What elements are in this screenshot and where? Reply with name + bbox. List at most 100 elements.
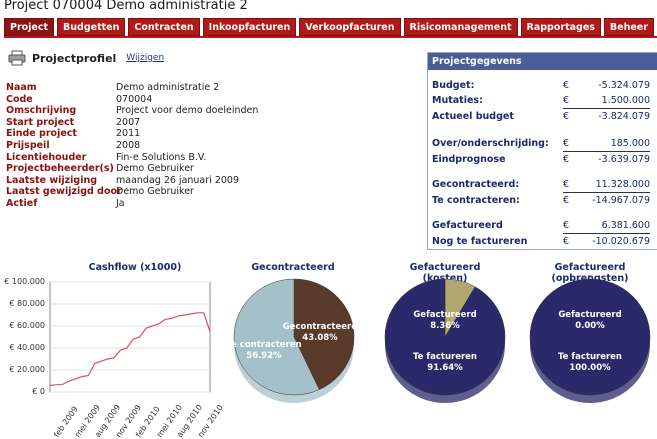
tab-rapportages[interactable]: Rapportages: [520, 18, 601, 36]
row-label: Actueel budget: [432, 111, 514, 122]
currency-sign: €: [563, 179, 570, 190]
pie-value-label: 91.64%: [427, 363, 463, 373]
field-row: Laatste wijziging maandag 26 januari 2009: [6, 175, 258, 187]
field-value: Demo administratie 2: [116, 82, 220, 93]
currency-sign: €: [563, 80, 570, 91]
field-row: Omschrijving Project voor demo doeleinden: [6, 105, 258, 117]
row-label: Te contracteren:: [432, 195, 520, 206]
profile-fields: Naam Demo administratie 2 Code 070004 Omsc…: [6, 82, 258, 210]
y-tick-label: € 100.000: [4, 277, 45, 286]
cashflow-chart-title: Cashflow (x1000): [88, 262, 182, 273]
pie-label: Gecontracteerd: [283, 322, 358, 332]
cashflow-series-line: [49, 312, 211, 386]
y-tick-label: € 0: [32, 387, 45, 396]
tab-project[interactable]: Project: [4, 18, 55, 36]
field-value: Ja: [116, 197, 125, 209]
budget-row: Budget: € -5.324.079: [432, 79, 654, 92]
profile-title: Projectprofiel: [32, 51, 117, 65]
pie-slice-te-contracteren: [233, 278, 320, 396]
tab-budgetten[interactable]: Budgetten: [57, 18, 126, 36]
tab-risicomanagement[interactable]: Risicomanagement: [403, 18, 518, 36]
field-row: Code 070004: [6, 94, 258, 106]
row-label: Gefactureerd: [432, 220, 503, 231]
y-tick-label: € 40.000: [9, 343, 45, 352]
row-value: -3.824.079: [598, 111, 650, 122]
pie-gecontracteerd-title: Gecontracteerd: [251, 262, 335, 273]
field-row: Laatst gewijzigd door Demo Gebruiker: [6, 186, 258, 198]
projectgegevens-panel: Projectgegevens Budget: € -5.324.079 Mutat…: [427, 52, 657, 250]
field-label: Omschrijving: [6, 105, 77, 117]
currency-sign: €: [563, 111, 570, 122]
pie-value-label: 0.00%: [575, 321, 605, 331]
panel-title: Projectgegevens: [428, 53, 657, 70]
page-title: Project 070004 Demo administratie 2: [4, 0, 248, 13]
currency-sign: €: [563, 236, 570, 247]
field-value: Project voor demo doeleinden: [116, 105, 259, 117]
gecontracteerd-row: Gecontracteerd: €11.328.000: [432, 178, 654, 191]
field-label: Laatste wijziging: [6, 174, 98, 186]
pie-value-label: 100.00%: [569, 363, 611, 373]
currency-sign: €: [563, 220, 570, 231]
currency-sign: €: [563, 195, 570, 206]
field-label: Actief: [6, 197, 38, 209]
plot-area: [49, 281, 211, 393]
pie-slice-te-factureren: [384, 278, 506, 396]
tab-inkoopfacturen[interactable]: Inkoopfacturen: [202, 18, 297, 36]
sum-rule: [563, 151, 650, 152]
tab-contracten[interactable]: Contracten: [128, 18, 200, 36]
tab-verkoopfacturen[interactable]: Verkoopfacturen: [299, 18, 401, 36]
field-label: Naam: [6, 82, 37, 93]
field-row: Prijspeil 2008: [6, 140, 258, 152]
field-value: maandag 26 januari 2009: [116, 174, 239, 186]
pie-kosten-title: Gefactureerd (kosten): [380, 262, 510, 284]
field-label: Code: [6, 93, 33, 105]
main-tabs: Project Budgetten Contracten Inkoopfactu…: [4, 18, 654, 36]
row-value: 6.381.600: [601, 220, 650, 231]
pie-value-label: 56.92%: [246, 351, 282, 361]
row-label: Over/onderschrijding:: [432, 138, 549, 149]
gefactureerd-row: Gefactureerd €6.381.600: [432, 219, 654, 232]
field-row: Projectbeheerder(s) Demo Gebruiker: [6, 163, 258, 175]
field-row: Naam Demo administratie 2: [6, 82, 258, 94]
pie-label: Gefactureerd: [558, 310, 621, 320]
row-value: 11.328.000: [595, 179, 650, 190]
field-value: 2008: [116, 139, 141, 151]
pie-label: Gefactureerd: [413, 310, 476, 320]
row-label: Nog te factureren: [432, 236, 528, 247]
field-value: 070004: [116, 93, 153, 105]
currency-sign: €: [563, 95, 570, 106]
row-value: 1.500.000: [601, 95, 650, 106]
sum-rule: [563, 192, 650, 193]
row-value: -14.967.079: [592, 195, 650, 206]
sum-rule: [563, 108, 650, 109]
field-value: Demo Gebruiker: [116, 163, 194, 175]
edit-link[interactable]: Wijzigen: [126, 53, 165, 63]
row-label: Mutaties:: [432, 95, 483, 106]
pie-opbrengsten-title-line2: (opbrengsten): [551, 273, 629, 284]
y-tick-label: € 60.000: [9, 321, 45, 330]
field-label: Projectbeheerder(s): [6, 163, 114, 175]
row-value: 185.000: [610, 138, 650, 149]
pie-kosten-title-line1: Gefactureerd: [409, 262, 481, 273]
sum-rule: [563, 233, 650, 234]
field-label: Licentiehouder: [6, 151, 87, 163]
overschrijding-row: Over/onderschrijding: €185.000: [432, 137, 654, 150]
pie-label: Te factureren: [558, 352, 622, 362]
print-icon[interactable]: [8, 50, 26, 66]
row-label: Budget:: [432, 80, 475, 91]
actueel-budget-row: Actueel budget € -3.824.079: [432, 110, 654, 123]
te-contracteren-row: Te contracteren: € -14.967.079: [432, 194, 654, 207]
row-value: -10.020.679: [592, 236, 650, 247]
field-label: Laatst gewijzigd door: [6, 186, 122, 198]
nog-te-factureren-row: Nog te factureren € -10.020.679: [432, 235, 654, 248]
field-row: Actief Ja: [6, 198, 258, 210]
field-value: 2007: [116, 116, 141, 128]
row-value: -3.639.079: [598, 154, 650, 165]
field-value: 2011: [116, 128, 141, 140]
pie-opbrengsten-title: Gefactureerd (opbrengsten): [525, 262, 655, 284]
pie-slice-gecontracteerd: [293, 278, 355, 390]
tab-beheer[interactable]: Beheer: [603, 18, 654, 36]
